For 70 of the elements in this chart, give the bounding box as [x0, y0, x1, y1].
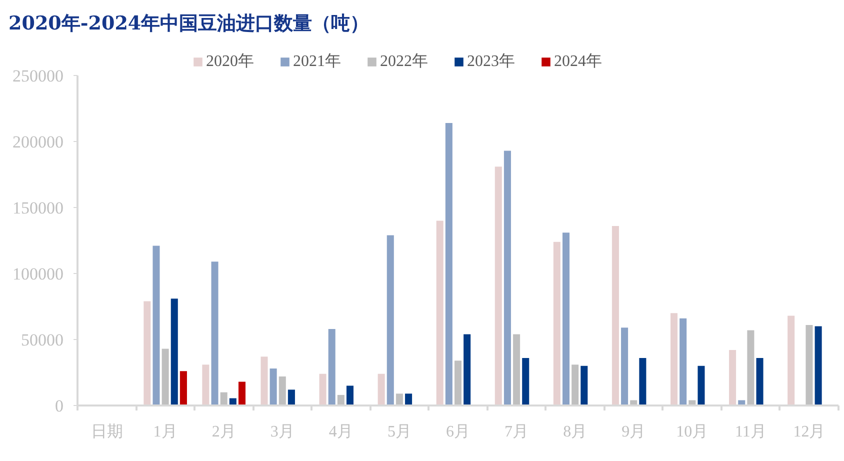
x-tick-label: 10月 — [676, 424, 708, 440]
bar — [639, 358, 646, 406]
bar — [337, 394, 344, 406]
bar — [211, 262, 218, 406]
x-tick-label: 11月 — [734, 424, 766, 440]
bar — [562, 232, 570, 406]
x-tick-label: 8月 — [563, 424, 588, 440]
y-tick-label: 100000 — [12, 264, 64, 284]
legend-label: 2020年 — [206, 52, 254, 72]
bar — [162, 348, 169, 406]
bar — [522, 358, 530, 406]
legend-label: 2021年 — [293, 52, 341, 72]
bar — [346, 386, 354, 406]
y-tick-label: 50000 — [21, 330, 64, 350]
bar — [698, 366, 705, 406]
bar — [680, 318, 687, 406]
bar — [806, 324, 813, 406]
x-tick-label: 日期 — [90, 422, 123, 440]
bar — [504, 150, 511, 406]
bar — [170, 298, 178, 406]
bar — [260, 356, 268, 406]
bar — [553, 242, 560, 406]
bar — [572, 364, 579, 406]
bar — [270, 368, 277, 406]
bar — [319, 374, 326, 406]
bar — [494, 166, 502, 406]
y-tick-label: 0 — [55, 396, 64, 416]
bar — [729, 350, 736, 406]
bar — [378, 374, 385, 406]
bar — [436, 220, 444, 406]
bar — [328, 328, 336, 406]
legend-label: 2024年 — [554, 52, 602, 72]
x-tick-label: 3月 — [270, 424, 294, 440]
bar — [386, 235, 394, 406]
bar — [180, 371, 187, 406]
bar — [670, 313, 678, 406]
bar — [396, 394, 403, 406]
bar — [454, 360, 462, 406]
bar — [202, 364, 210, 406]
bar — [788, 316, 795, 406]
bar — [814, 326, 822, 406]
bar — [288, 390, 295, 406]
bar — [220, 392, 228, 406]
bar — [144, 301, 151, 406]
bar — [756, 358, 764, 406]
bar — [580, 366, 588, 406]
bar — [464, 334, 471, 406]
legend-label: 2022年 — [380, 52, 428, 72]
chart-title: 2020年-2024年中国豆油进口数量（吨） — [8, 12, 370, 34]
x-tick-label: 1月 — [153, 424, 178, 440]
bar — [621, 328, 628, 406]
bar — [513, 334, 520, 406]
x-tick-label: 9月 — [622, 424, 646, 440]
x-tick-label: 4月 — [328, 424, 353, 440]
bar — [445, 123, 452, 406]
x-tick-label: 12月 — [793, 424, 826, 440]
bar — [612, 226, 619, 406]
x-tick-label: 7月 — [504, 424, 529, 440]
y-tick-label: 150000 — [12, 198, 64, 218]
bar — [278, 376, 286, 406]
x-tick-label: 6月 — [446, 424, 470, 440]
x-tick-label: 5月 — [387, 424, 412, 440]
y-tick-label: 200000 — [12, 132, 64, 152]
y-tick-label: 250000 — [12, 66, 64, 86]
bar — [238, 382, 246, 406]
bar — [405, 394, 412, 406]
bar — [747, 330, 754, 406]
bar — [152, 246, 160, 406]
legend-label: 2023年 — [467, 52, 515, 72]
x-tick-label: 2月 — [212, 424, 236, 440]
